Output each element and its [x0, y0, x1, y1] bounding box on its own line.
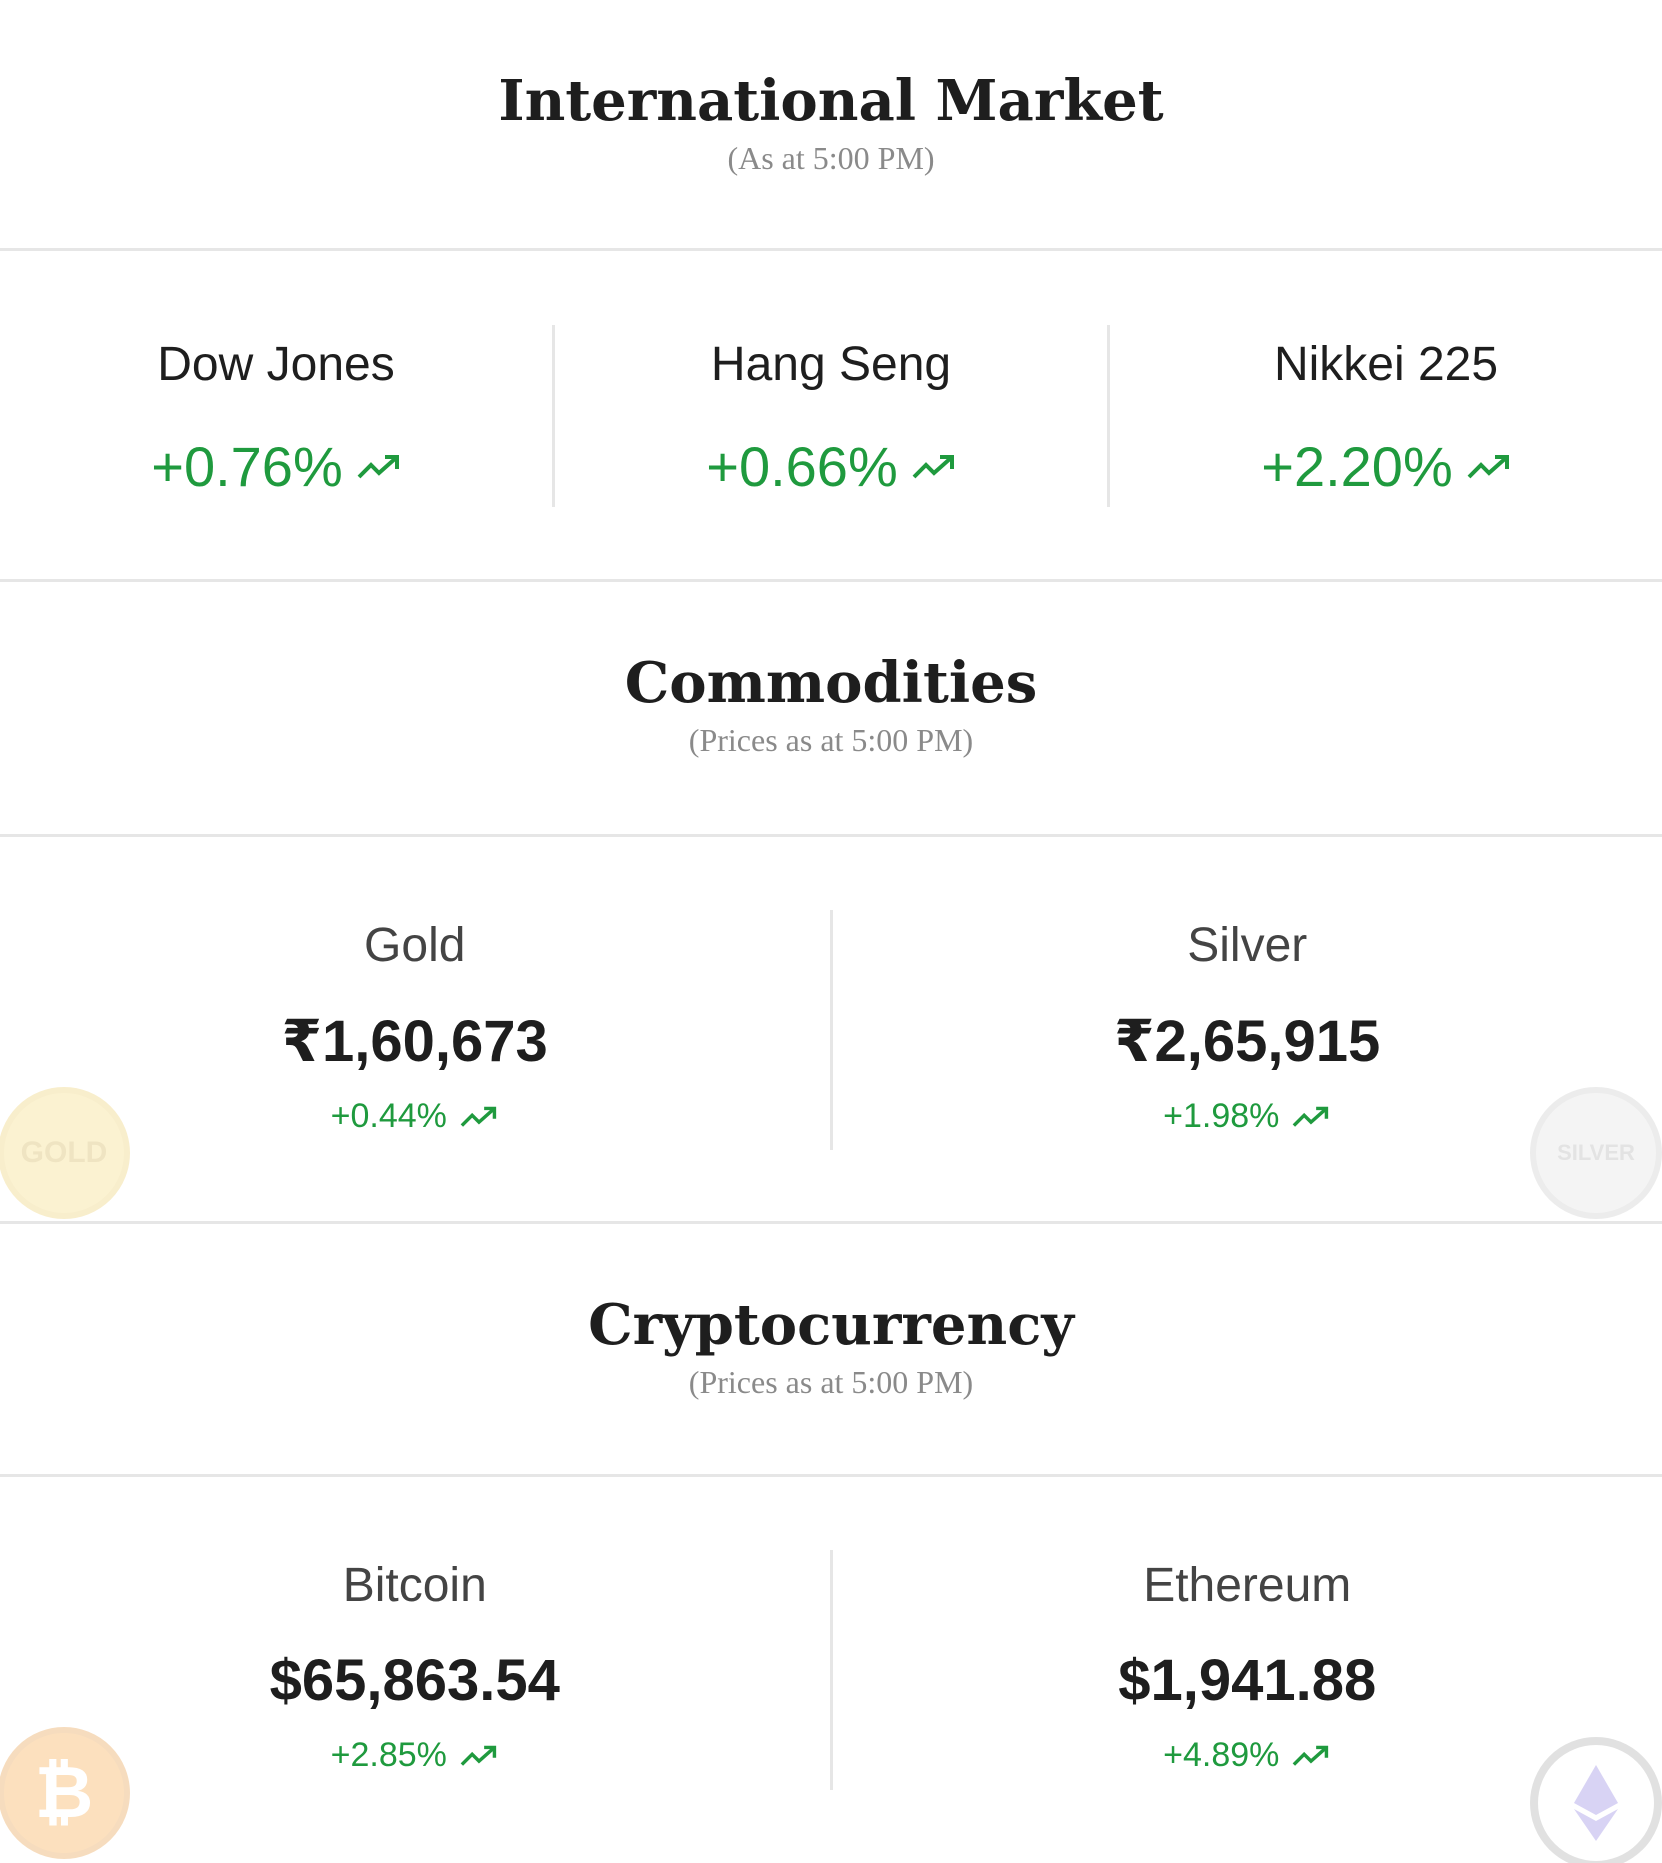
index-card-dow-jones[interactable]: Dow Jones +0.76% [0, 325, 552, 507]
gold-coin-label: GOLD [20, 1136, 108, 1169]
commodities-header: Commodities (Prices as at 5:00 PM) [0, 650, 1662, 759]
index-change: +0.76% [151, 434, 401, 499]
divider [0, 248, 1662, 251]
commodity-card-gold[interactable]: Gold ₹1,60,673 +0.44% [0, 910, 830, 1150]
ethereum-diamond-icon [1574, 1765, 1618, 1841]
cryptocurrency-header: Cryptocurrency (Prices as at 5:00 PM) [0, 1292, 1662, 1401]
commodities-row: Gold ₹1,60,673 +0.44% Silver ₹2,65,915 +… [0, 910, 1662, 1150]
commodity-change-value: +0.44% [330, 1097, 447, 1135]
commodity-name: Gold [364, 919, 466, 972]
trend-up-icon [460, 1106, 497, 1127]
commodity-change: +1.98% [1163, 1097, 1331, 1136]
crypto-name: Ethereum [1143, 1559, 1352, 1612]
index-change: +2.20% [1261, 434, 1511, 499]
crypto-change-value: +4.89% [1163, 1736, 1280, 1774]
index-name: Dow Jones [157, 338, 395, 391]
index-card-nikkei-225[interactable]: Nikkei 225 +2.20% [1107, 325, 1662, 507]
bitcoin-icon: ₿ [0, 1727, 130, 1859]
indices-row: Dow Jones +0.76% Hang Seng +0.66% Nikkei… [0, 325, 1662, 507]
section-title: Commodities [624, 650, 1038, 716]
trend-up-icon [1293, 1106, 1329, 1127]
index-name: Hang Seng [710, 338, 952, 391]
crypto-name: Bitcoin [342, 1559, 487, 1612]
commodity-change-value: +1.98% [1163, 1097, 1280, 1135]
trend-up-icon [1467, 454, 1509, 478]
section-title: International Market [498, 68, 1164, 134]
bitcoin-symbol: ₿ [34, 1753, 94, 1833]
gold-coin-icon: GOLD [0, 1087, 130, 1219]
crypto-price: $1,941.88 [1118, 1648, 1377, 1713]
crypto-price: $65,863.54 [269, 1648, 560, 1713]
divider [0, 1474, 1662, 1477]
section-subtitle: (Prices as at 5:00 PM) [688, 1364, 974, 1400]
index-card-hang-seng[interactable]: Hang Seng +0.66% [552, 325, 1107, 507]
commodity-change: +0.44% [331, 1097, 499, 1136]
silver-coin-label: SILVER [1557, 1140, 1635, 1165]
crypto-card-bitcoin[interactable]: Bitcoin $65,863.54 +2.85% [0, 1550, 830, 1790]
trend-up-icon [1293, 1745, 1329, 1766]
crypto-change-value: +2.85% [330, 1736, 447, 1774]
index-change-value: +2.20% [1261, 435, 1453, 498]
index-change-value: +0.66% [706, 435, 898, 498]
section-subtitle: (Prices as at 5:00 PM) [688, 722, 974, 758]
commodity-card-silver[interactable]: Silver ₹2,65,915 +1.98% [829, 910, 1662, 1150]
divider [0, 1221, 1662, 1224]
section-subtitle: (As at 5:00 PM) [727, 140, 935, 176]
divider [0, 579, 1662, 582]
commodity-price: ₹2,65,915 [1114, 1009, 1381, 1074]
crypto-change: +4.89% [1163, 1736, 1331, 1775]
silver-coin-icon: SILVER [1530, 1087, 1662, 1219]
commodity-name: Silver [1187, 919, 1308, 972]
index-name: Nikkei 225 [1273, 338, 1499, 391]
commodity-price: ₹1,60,673 [281, 1009, 548, 1074]
crypto-card-ethereum[interactable]: Ethereum $1,941.88 +4.89% [829, 1550, 1662, 1790]
trend-up-icon [357, 454, 399, 478]
index-change: +0.66% [706, 434, 956, 499]
section-title: Cryptocurrency [588, 1292, 1074, 1358]
crypto-change: +2.85% [331, 1736, 499, 1775]
index-change-value: +0.76% [151, 435, 343, 498]
trend-up-icon [460, 1745, 497, 1766]
crypto-row: Bitcoin $65,863.54 +2.85% Ethereum $1,94… [0, 1550, 1662, 1790]
trend-up-icon [912, 454, 954, 478]
divider [0, 834, 1662, 837]
international-market-header: International Market (As at 5:00 PM) [0, 68, 1662, 177]
ethereum-icon [1530, 1737, 1662, 1863]
